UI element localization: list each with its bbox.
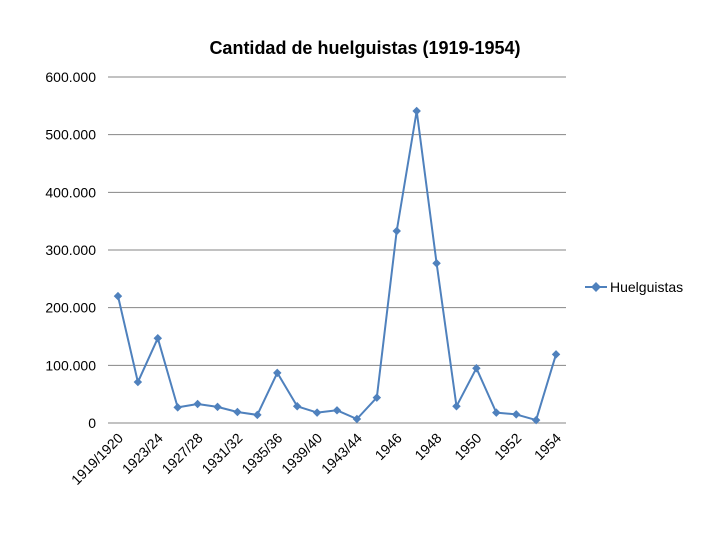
x-tick-label: 1919/1920 — [68, 430, 126, 488]
data-point — [472, 363, 481, 373]
x-tick-label: 1954 — [531, 430, 564, 463]
data-point — [113, 291, 123, 301]
data-point — [412, 106, 421, 116]
x-tick-label: 1931/32 — [198, 430, 245, 477]
data-point — [273, 368, 282, 378]
x-tick-label: 1923/24 — [119, 430, 166, 477]
data-point — [193, 399, 202, 409]
series-line — [117, 110, 557, 422]
data-point — [452, 402, 461, 411]
legend-marker-huelguistas — [591, 282, 601, 292]
data-point — [173, 403, 182, 412]
y-axis-ticks: 0 100.000 200.000 300.000 400.000 500.000 600.… — [45, 69, 96, 431]
legend-label-huelguistas: Huelguistas — [610, 279, 683, 295]
x-tick-label: 1939/40 — [278, 430, 325, 477]
x-tick-label: 1952 — [491, 430, 524, 463]
data-point — [292, 402, 302, 411]
x-tick-label: 1935/36 — [238, 430, 285, 477]
data-point — [531, 415, 541, 425]
series-huelguistas — [113, 106, 561, 425]
y-tick-label: 400.000 — [45, 184, 96, 200]
y-tick-label: 100.000 — [45, 357, 96, 373]
y-tick-label: 300.000 — [45, 242, 96, 258]
x-tick-label: 1948 — [411, 430, 444, 463]
data-point — [133, 377, 143, 387]
grid-lines — [108, 76, 566, 366]
data-point — [511, 410, 521, 419]
data-point — [492, 408, 501, 417]
y-tick-label: 500.000 — [45, 127, 96, 143]
data-point — [332, 406, 342, 415]
y-tick-label: 200.000 — [45, 300, 96, 316]
data-point — [153, 333, 163, 343]
x-axis-ticks: 1919/19201923/241927/281931/321935/36193… — [68, 430, 564, 488]
data-point — [352, 414, 362, 424]
x-tick-label: 1950 — [451, 430, 484, 463]
data-point — [312, 408, 322, 417]
data-point — [233, 407, 242, 417]
data-point — [551, 350, 561, 359]
data-point — [213, 402, 222, 412]
y-tick-label: 0 — [88, 415, 96, 431]
data-point — [392, 226, 401, 236]
data-point — [372, 393, 382, 402]
x-tick-label: 1943/44 — [318, 430, 365, 477]
x-tick-label: 1927/28 — [159, 430, 206, 477]
y-tick-label: 600.000 — [45, 69, 96, 85]
chart-title: Cantidad de huelguistas (1919-1954) — [209, 38, 520, 58]
x-tick-label: 1946 — [372, 430, 405, 463]
legend: Huelguistas — [585, 279, 683, 295]
data-point — [253, 410, 262, 420]
data-point — [432, 259, 441, 268]
